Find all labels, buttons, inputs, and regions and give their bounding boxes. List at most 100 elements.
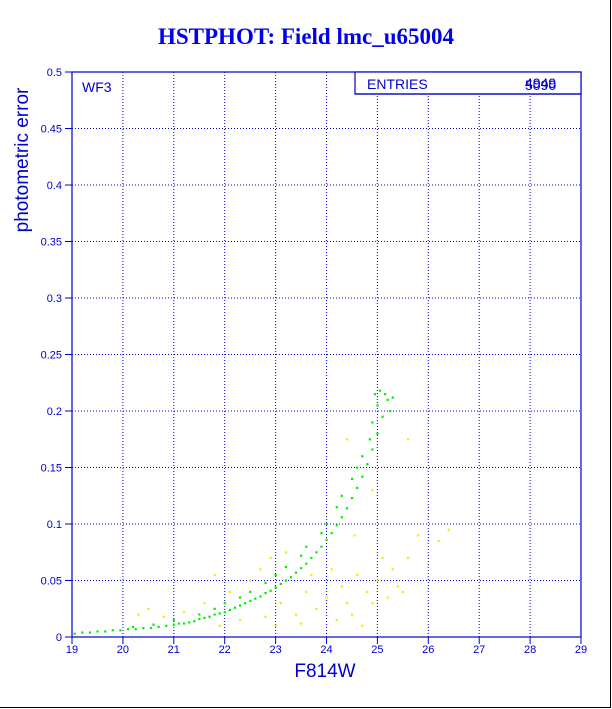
- scatter-point: [300, 554, 303, 557]
- scatter-point: [134, 628, 137, 631]
- scatter-point: [172, 623, 175, 626]
- y-tick-label: 0.4: [47, 180, 62, 192]
- scatter-point: [264, 615, 267, 618]
- scatter-point: [96, 630, 99, 633]
- scatter-point: [345, 602, 349, 605]
- y-tick-label: 0.15: [41, 463, 62, 475]
- scatter-point: [371, 421, 374, 424]
- data-points: [73, 389, 450, 635]
- scatter-point: [213, 607, 216, 610]
- scatter-point: [157, 625, 160, 629]
- y-tick-label: 0.5: [47, 67, 62, 79]
- y-axis-title: photometric error: [12, 87, 33, 232]
- scatter-point: [233, 606, 237, 609]
- scatter-point: [310, 556, 313, 560]
- scatter-point: [406, 556, 410, 560]
- series-0: [73, 389, 394, 635]
- scatter-point: [378, 389, 382, 392]
- scatter-point: [305, 545, 308, 548]
- scatter-point: [259, 568, 262, 571]
- scatter-point: [182, 622, 186, 625]
- scatter-point: [325, 523, 328, 526]
- scatter-point: [182, 611, 186, 614]
- scatter-point: [361, 455, 364, 458]
- scatter-point: [147, 607, 150, 610]
- scatter-point: [300, 567, 303, 570]
- scatter-point: [284, 565, 287, 569]
- scatter-point: [249, 590, 252, 593]
- scatter-point: [294, 613, 298, 616]
- axes: 19 20 21 22 23 24 25 26 27 28 29 0 0.05 0.1 0.15 0.2 0.2…: [41, 67, 588, 656]
- scatter-point: [310, 573, 313, 577]
- scatter-point: [396, 585, 399, 588]
- scatter-point: [81, 631, 84, 634]
- y-tick-label: 0.45: [41, 124, 62, 136]
- scatter-point: [274, 586, 277, 589]
- scatter-point: [238, 596, 242, 599]
- scatter-point: [340, 516, 343, 519]
- scatter-point: [284, 579, 287, 582]
- scatter-point: [223, 611, 226, 614]
- scatter-point: [203, 616, 206, 619]
- plot-frame: [71, 71, 582, 638]
- scatter-point: [335, 506, 338, 509]
- x-tick-label: 20: [117, 644, 129, 656]
- scatter-point: [320, 532, 323, 535]
- scatter-point: [305, 590, 308, 593]
- scatter-point: [386, 398, 389, 401]
- scatter-point: [218, 612, 221, 615]
- grid-lines: [72, 72, 581, 637]
- stats-box: ENTRIES 4949 5090: [354, 71, 582, 95]
- scatter-point: [177, 622, 181, 625]
- y-tick-label: 0.1: [47, 519, 62, 531]
- scatter-point: [376, 432, 379, 435]
- scatter-point: [361, 475, 364, 478]
- scatter-point: [366, 463, 369, 466]
- scatter-point: [274, 573, 277, 577]
- scatter-point: [223, 602, 226, 605]
- scatter-point: [203, 602, 206, 605]
- scatter-point: [305, 562, 308, 565]
- x-tick-label: 24: [320, 644, 332, 656]
- scatter-point: [353, 534, 356, 537]
- scatter-point: [228, 590, 231, 593]
- scatter-point: [284, 551, 287, 554]
- scatter-point: [188, 621, 191, 624]
- stats-entries-label: ENTRIES: [367, 76, 428, 92]
- scatter-point: [356, 466, 359, 469]
- scatter-point: [264, 581, 267, 584]
- scatter-point: [104, 630, 107, 633]
- scatter-point: [350, 613, 354, 616]
- scatter-point: [238, 619, 242, 622]
- scatter-point: [330, 532, 333, 535]
- scatter-point: [325, 596, 328, 599]
- scatter-point: [228, 608, 231, 612]
- scatter-point: [340, 494, 343, 497]
- scatter-point: [381, 556, 384, 560]
- scatter-point: [213, 613, 216, 616]
- stats-entries-value-b: 5090: [525, 77, 556, 93]
- scatter-point: [406, 438, 410, 441]
- scatter-point: [289, 576, 293, 579]
- y-tick-label: 0.25: [41, 350, 62, 362]
- panel-label: WF3: [82, 79, 112, 95]
- scatter-point: [330, 568, 333, 571]
- scatter-point: [238, 604, 242, 607]
- scatter-point: [356, 486, 359, 490]
- scatter-point: [356, 573, 359, 577]
- scatter-point: [111, 629, 114, 632]
- scatter-point: [335, 524, 338, 527]
- chart-title: HSTPHOT: Field lmc_u65004: [157, 24, 455, 49]
- y-tick-label: 0.35: [41, 237, 62, 249]
- scatter-point: [345, 507, 349, 510]
- scatter-point: [213, 573, 216, 577]
- scatter-point: [325, 538, 328, 542]
- scatter-point: [373, 393, 377, 396]
- scatter-point: [389, 410, 392, 413]
- scatter-point: [376, 579, 379, 582]
- scatter-point: [315, 607, 318, 610]
- scatter-point: [269, 589, 272, 592]
- scatter-point: [198, 613, 201, 616]
- scatter-point: [152, 623, 155, 626]
